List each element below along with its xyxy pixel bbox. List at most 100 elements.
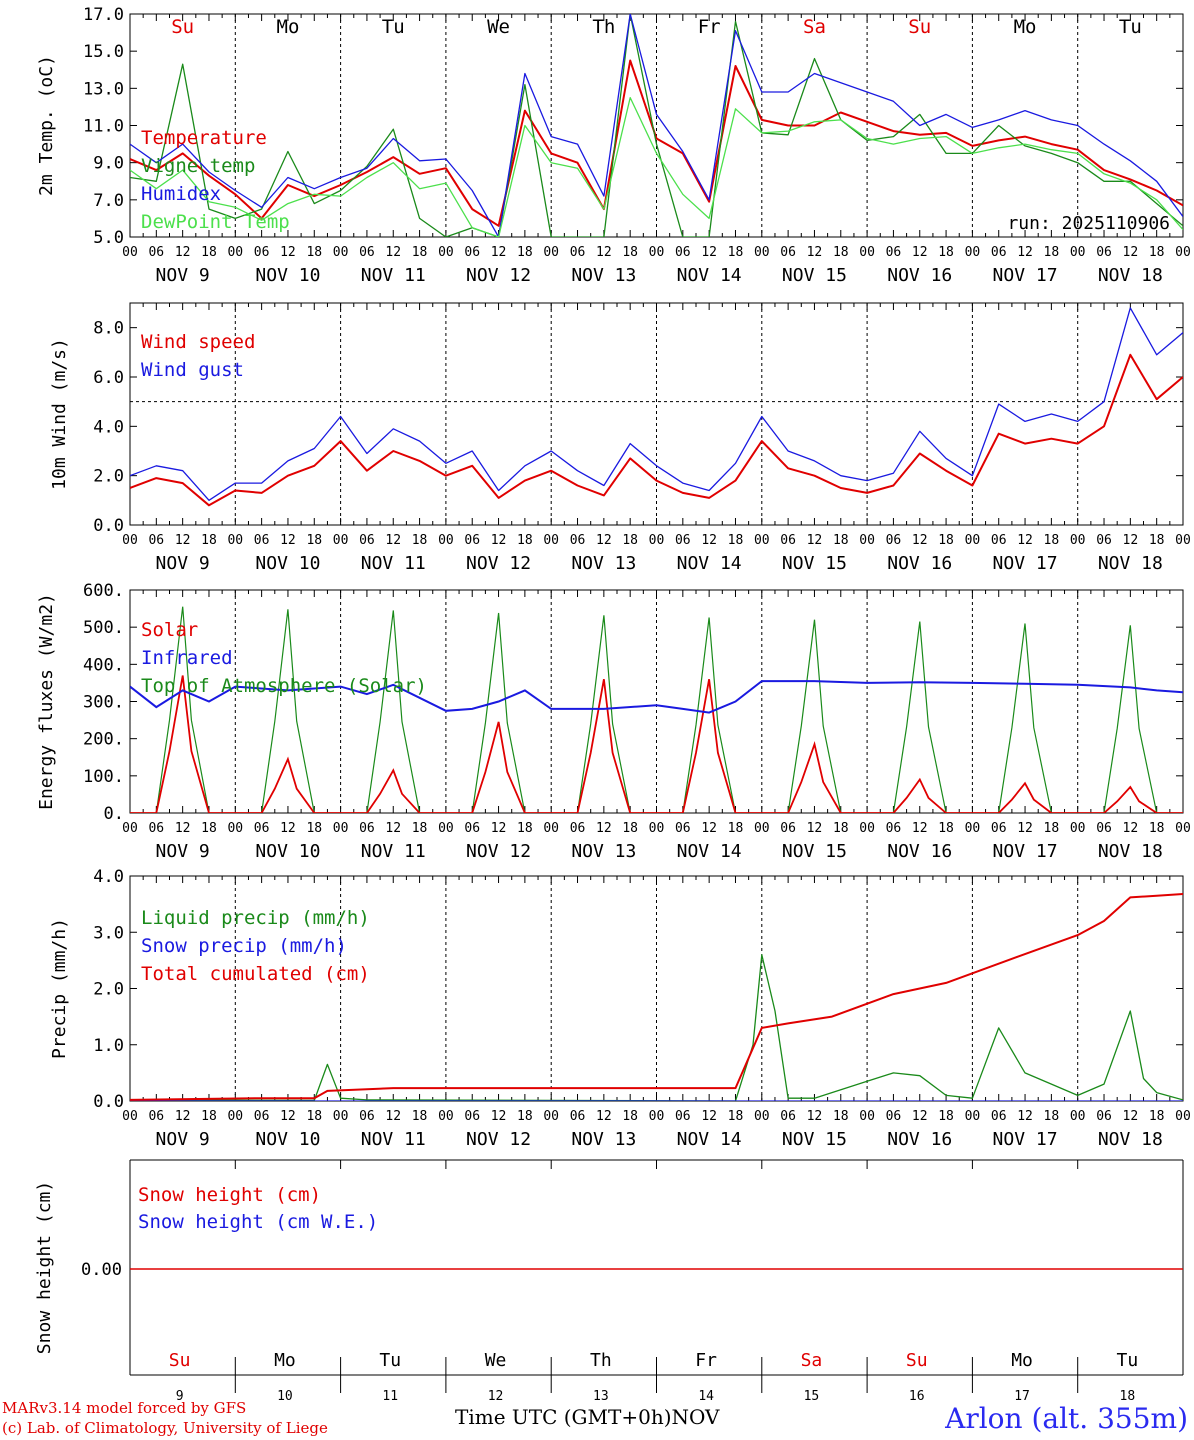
x-hour-label: 06 [464, 1109, 480, 1124]
y-tick-label: 0.00 [81, 1260, 122, 1280]
x-hour-label: 06 [359, 1109, 375, 1124]
x-hour-label: 12 [280, 245, 296, 260]
x-hour-label: 06 [886, 245, 902, 260]
x-hour-label: 06 [991, 533, 1007, 548]
x-hour-label: 00 [438, 533, 454, 548]
x-hour-label: 18 [517, 533, 533, 548]
legend-label: Snow height (cm W.E.) [138, 1211, 378, 1233]
x-hour-label: 12 [1123, 1109, 1139, 1124]
x-hour-label: 06 [148, 245, 164, 260]
day-name-label: Mo [274, 1350, 296, 1371]
x-hour-label: 06 [991, 245, 1007, 260]
series-line-infrared [130, 680, 1183, 714]
x-date-label: NOV 13 [571, 265, 636, 286]
x-hour-label: 00 [543, 821, 559, 836]
day-number-label: 10 [277, 1389, 293, 1404]
y-axis-label: Energy fluxes (W/m2) [36, 593, 57, 810]
x-date-label: NOV 9 [156, 265, 210, 286]
x-hour-label: 12 [912, 821, 928, 836]
x-hour-label: 00 [1070, 1109, 1086, 1124]
x-date-label: NOV 15 [782, 841, 847, 862]
x-hour-label: 18 [1149, 821, 1165, 836]
x-date-label: NOV 14 [677, 1129, 742, 1150]
x-date-label: NOV 14 [677, 265, 742, 286]
x-date-label: NOV 10 [255, 1129, 320, 1150]
x-hour-label: 00 [1175, 1109, 1191, 1124]
legend-label: Total cumulated (cm) [141, 963, 370, 985]
legend-label: Snow precip (mm/h) [141, 935, 347, 957]
y-axis-label: Snow height (cm) [34, 1181, 55, 1354]
x-hour-label: 00 [122, 1109, 138, 1124]
x-hour-label: 12 [807, 533, 823, 548]
x-date-label: NOV 15 [782, 1129, 847, 1150]
x-hour-label: 00 [859, 1109, 875, 1124]
x-hour-label: 00 [543, 533, 559, 548]
x-hour-label: 18 [517, 1109, 533, 1124]
series-group [130, 893, 1183, 1101]
x-date-label: NOV 13 [571, 553, 636, 574]
x-hour-label: 12 [1017, 245, 1033, 260]
x-hour-label: 12 [912, 245, 928, 260]
x-axis-title: Time UTC (GMT+0h)NOV [455, 1405, 720, 1429]
x-hour-label: 12 [1017, 821, 1033, 836]
x-date-label: NOV 12 [466, 265, 531, 286]
x-hour-label: 12 [491, 245, 507, 260]
x-hour-label: 18 [833, 1109, 849, 1124]
x-date-label: NOV 12 [466, 553, 531, 574]
x-hour-label: 12 [491, 533, 507, 548]
day-name-label: Tu [379, 1350, 401, 1371]
x-hour-label: 06 [148, 821, 164, 836]
series-line-wind-gust [130, 307, 1183, 501]
day-number-label: 12 [488, 1389, 504, 1404]
x-date-label: NOV 9 [156, 553, 210, 574]
day-name-label: Sa [801, 1350, 823, 1371]
day-name-label: We [487, 16, 510, 38]
x-hour-label: 12 [596, 533, 612, 548]
y-tick-label: 2.0 [93, 467, 124, 487]
series-line-humidex [130, 14, 1183, 237]
x-hour-label: 18 [1149, 1109, 1165, 1124]
day-number-label: 15 [804, 1389, 820, 1404]
x-hour-label: 12 [491, 821, 507, 836]
x-hour-label: 18 [622, 821, 638, 836]
x-hour-label: 12 [596, 1109, 612, 1124]
x-hour-label: 18 [201, 1109, 217, 1124]
x-date-label: NOV 16 [887, 265, 952, 286]
x-hour-label: 00 [227, 821, 243, 836]
x-hour-label: 06 [1096, 1109, 1112, 1124]
x-hour-label: 12 [912, 1109, 928, 1124]
x-hour-label: 00 [649, 533, 665, 548]
x-hour-label: 06 [570, 1109, 586, 1124]
day-name-label: Su [169, 1350, 191, 1371]
y-axis-label: 10m Wind (m/s) [49, 338, 70, 490]
y-tick-label: 6.0 [93, 368, 124, 388]
y-tick-label: 15.0 [83, 42, 124, 62]
x-date-label: NOV 18 [1098, 265, 1163, 286]
day-name-label: Su [906, 1350, 928, 1371]
x-hour-label: 06 [675, 1109, 691, 1124]
x-axis-month: NOV [671, 1405, 720, 1429]
x-hour-label: 12 [1017, 533, 1033, 548]
legend-label: Infrared [141, 647, 233, 669]
y-tick-label: 17.0 [83, 5, 124, 25]
x-hour-label: 06 [254, 1109, 270, 1124]
day-name-label: Tu [1119, 16, 1142, 38]
x-hour-label: 00 [543, 1109, 559, 1124]
x-date-label: NOV 11 [361, 1129, 426, 1150]
day-name-label: Mo [1014, 16, 1037, 38]
x-hour-label: 18 [622, 245, 638, 260]
legend-label: Liquid precip (mm/h) [141, 907, 370, 929]
x-date-label: NOV 18 [1098, 553, 1163, 574]
y-tick-label: 400. [83, 655, 124, 675]
x-date-label: NOV 10 [255, 553, 320, 574]
y-tick-label: 3.0 [93, 923, 124, 943]
x-hour-label: 18 [306, 821, 322, 836]
x-hour-label: 00 [1175, 245, 1191, 260]
legend-label: Top of Atmosphere (Solar) [141, 675, 427, 697]
x-hour-label: 12 [385, 821, 401, 836]
x-hour-label: 06 [1096, 533, 1112, 548]
x-hour-label: 00 [754, 533, 770, 548]
x-hour-label: 12 [807, 821, 823, 836]
x-hour-label: 12 [280, 533, 296, 548]
day-number-label: 17 [1014, 1389, 1030, 1404]
